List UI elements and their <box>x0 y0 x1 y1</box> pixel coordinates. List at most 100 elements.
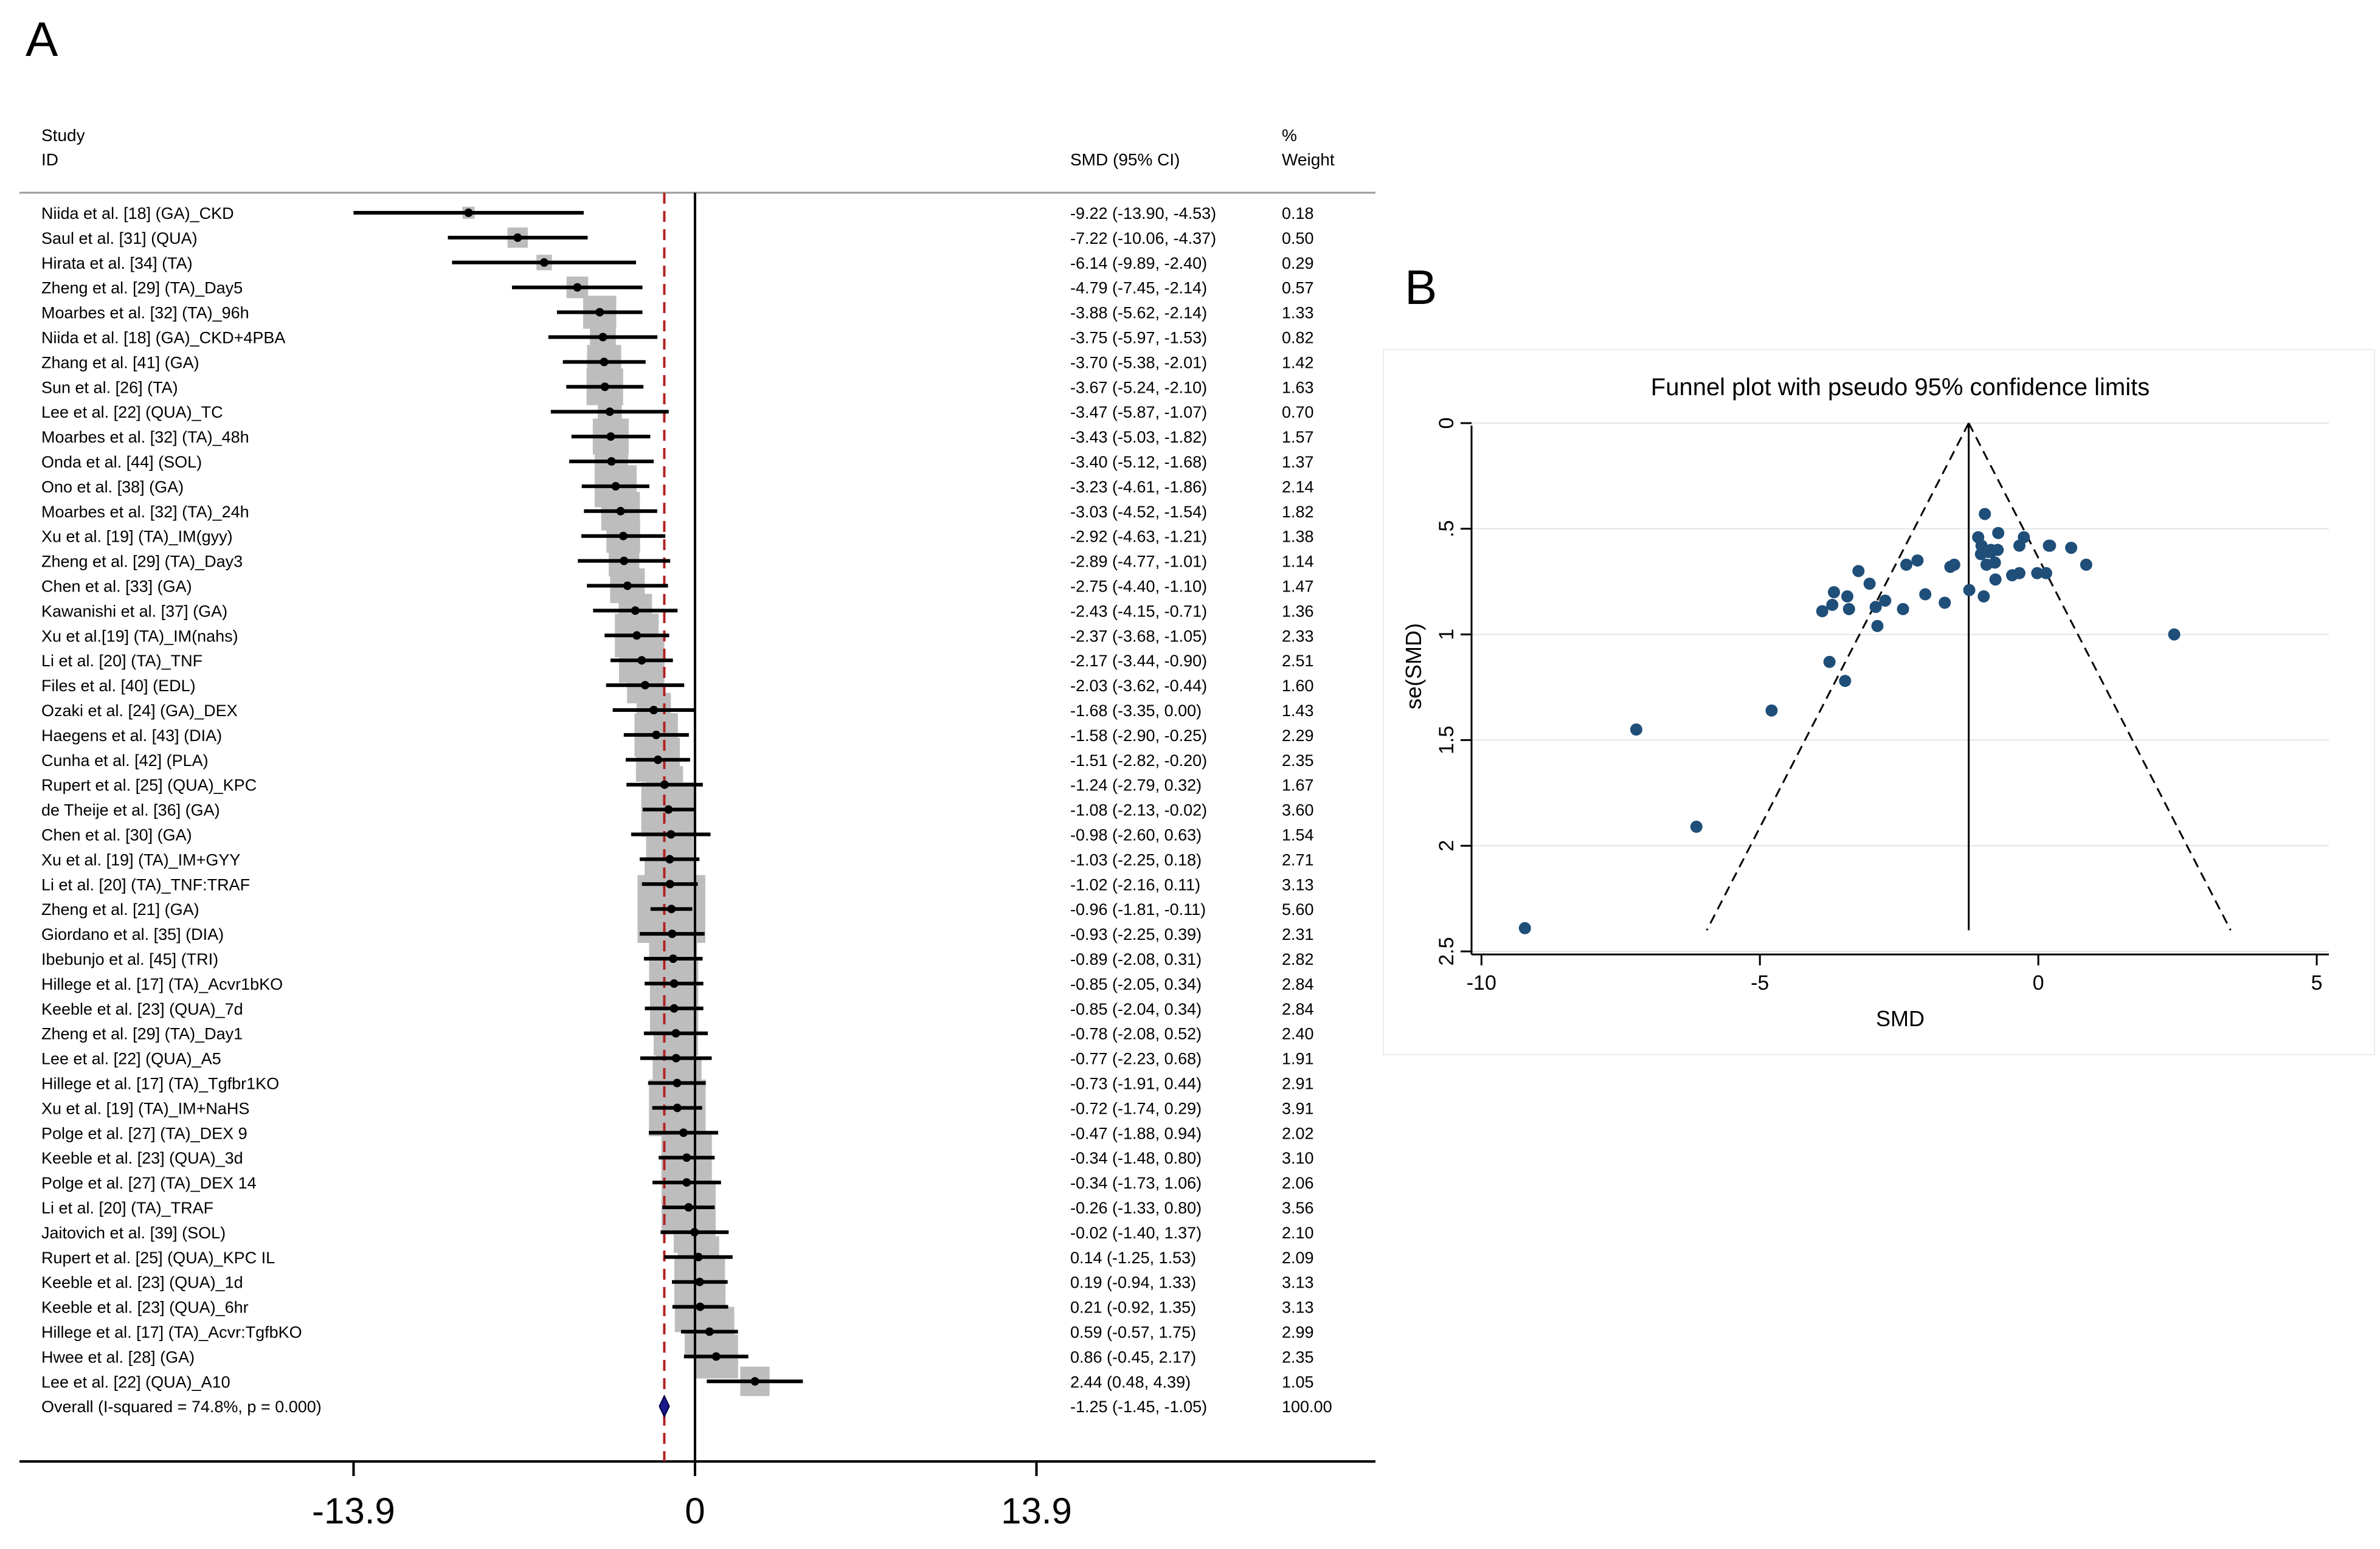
forest-study-label: Hwee et al. [28] (GA) <box>41 1348 195 1366</box>
forest-study-label: Lee et al. [22] (QUA)_A10 <box>41 1373 230 1391</box>
forest-study-label: Hirata et al. [34] (TA) <box>41 254 193 272</box>
forest-overall-label: Overall (I-squared = 74.8%, p = 0.000) <box>41 1398 322 1416</box>
funnel-lines <box>1706 423 2232 931</box>
forest-point-estimate <box>513 233 522 242</box>
forest-ci-value: 0.14 (-1.25, 1.53) <box>1070 1249 1196 1267</box>
funnel-x-tick-label: 5 <box>2311 971 2323 995</box>
forest-ci-value: -2.37 (-3.68, -1.05) <box>1070 627 1207 645</box>
forest-weight-value: 1.33 <box>1282 304 1314 322</box>
funnel-point <box>1979 508 1991 520</box>
forest-point-estimate <box>652 730 661 739</box>
forest-ci-value: 0.19 (-0.94, 1.33) <box>1070 1274 1196 1292</box>
forest-point-estimate <box>464 209 473 217</box>
funnel-y-tick-label: .5 <box>1435 520 1458 537</box>
forest-study-label: Giordano et al. [35] (DIA) <box>41 925 224 944</box>
forest-study-label: Rupert et al. [25] (QUA)_KPC <box>41 776 257 795</box>
forest-weight-value: 2.33 <box>1282 627 1314 645</box>
forest-weight-value: 3.13 <box>1282 875 1314 894</box>
forest-ci-value: 0.59 (-0.57, 1.75) <box>1070 1323 1196 1342</box>
forest-study-label: Rupert et al. [25] (QUA)_KPC IL <box>41 1249 275 1267</box>
funnel-point <box>2031 567 2044 579</box>
funnel-point <box>1630 723 1642 736</box>
forest-header-effect: SMD (95% CI) <box>1070 150 1180 169</box>
forest-study-label: Chen et al. [30] (GA) <box>41 826 192 844</box>
forest-marks: Niida et al. [18] (GA)_CKD -9.22 (-13.90,… <box>41 204 1332 1418</box>
forest-study-label: Niida et al. [18] (GA)_CKD+4PBA <box>41 329 285 347</box>
forest-weight-value: 1.67 <box>1282 776 1314 795</box>
forest-ci-value: -9.22 (-13.90, -4.53) <box>1070 204 1216 223</box>
forest-weight-value: 1.42 <box>1282 353 1314 371</box>
forest-study-label: Zheng et al. [29] (TA)_Day5 <box>41 279 243 297</box>
forest-weight-value: 1.37 <box>1282 453 1314 471</box>
forest-study-label: Polge et al. [27] (TA)_DEX 9 <box>41 1124 247 1142</box>
forest-study-label: Jaitovich et al. [39] (SOL) <box>41 1224 226 1242</box>
funnel-plot: Funnel plot with pseudo 95% confidence l… <box>1383 349 2375 1055</box>
funnel-point <box>2168 628 2181 641</box>
forest-ci-value: -3.67 (-5.24, -2.10) <box>1070 378 1207 396</box>
forest-weight-value: 3.56 <box>1282 1199 1314 1217</box>
forest-weight-value: 1.43 <box>1282 702 1314 720</box>
forest-study-label: Moarbes et al. [32] (TA)_96h <box>41 304 249 322</box>
funnel-title: Funnel plot with pseudo 95% confidence l… <box>1651 374 2150 401</box>
forest-weight-value: 2.06 <box>1282 1174 1314 1192</box>
forest-weight-value: 2.09 <box>1282 1249 1314 1267</box>
forest-study-label: Keeble et al. [23] (QUA)_6hr <box>41 1299 249 1317</box>
forest-study-label: Keeble et al. [23] (QUA)_1d <box>41 1274 243 1292</box>
forest-ci-value: -3.47 (-5.87, -1.07) <box>1070 403 1207 421</box>
forest-ci-value: -1.02 (-2.16, 0.11) <box>1070 875 1200 894</box>
forest-ci-value: 0.86 (-0.45, 2.17) <box>1070 1348 1196 1366</box>
funnel-point <box>1963 584 1976 596</box>
forest-weight-value: 2.35 <box>1282 1348 1314 1366</box>
forest-study-label: Ozaki et al. [24] (GA)_DEX <box>41 702 238 720</box>
forest-point-estimate <box>711 1352 721 1361</box>
forest-overall-weight: 100.00 <box>1282 1398 1332 1416</box>
forest-point-estimate <box>682 1178 691 1187</box>
forest-weight-value: 2.10 <box>1282 1224 1314 1242</box>
forest-weight-value: 0.57 <box>1282 279 1314 297</box>
forest-ci-value: -0.72 (-1.74, 0.29) <box>1070 1099 1202 1117</box>
funnel-right-limit <box>1968 423 2232 931</box>
forest-weight-value: 2.51 <box>1282 652 1314 670</box>
forest-ci-value: -6.14 (-9.89, -2.40) <box>1070 254 1207 272</box>
forest-point-estimate <box>666 830 676 839</box>
forest-study-label: Files et al. [40] (EDL) <box>41 677 196 695</box>
forest-weight-value: 2.40 <box>1282 1025 1314 1043</box>
funnel-point <box>1828 586 1841 599</box>
forest-study-label: Ono et al. [38] (GA) <box>41 478 184 496</box>
forest-point-estimate <box>600 382 609 392</box>
funnel-point <box>1765 704 1778 717</box>
funnel-point <box>1863 578 1876 590</box>
funnel-point <box>1919 588 1932 601</box>
funnel-y-label: se(SMD) <box>1401 623 1426 709</box>
forest-study-label: Hillege et al. [17] (TA)_Acvr:TgfbKO <box>41 1323 302 1342</box>
funnel-point <box>1826 598 1839 611</box>
forest-ci-value: -3.43 (-5.03, -1.82) <box>1070 428 1207 446</box>
forest-weight-value: 0.29 <box>1282 254 1314 272</box>
forest-ci-value: -0.85 (-2.05, 0.34) <box>1070 975 1202 993</box>
forest-point-estimate <box>694 1252 703 1261</box>
forest-study-label: de Theije et al. [36] (GA) <box>41 801 220 819</box>
funnel-point <box>2013 567 2025 579</box>
forest-point-estimate <box>595 308 604 317</box>
forest-point-estimate <box>684 1203 693 1212</box>
forest-weight-value: 3.13 <box>1282 1299 1314 1317</box>
forest-point-estimate <box>673 1103 682 1113</box>
funnel-point <box>1900 558 1913 571</box>
forest-study-label: Li et al. [20] (TA)_TRAF <box>41 1199 213 1217</box>
funnel-y-tick-label: 2.5 <box>1435 937 1458 965</box>
forest-point-estimate <box>673 1078 682 1088</box>
forest-study-label: Ibebunjo et al. [45] (TRI) <box>41 950 218 968</box>
forest-weight-value: 1.82 <box>1282 503 1314 521</box>
forest-point-estimate <box>623 581 632 590</box>
forest-study-label: Li et al. [20] (TA)_TNF <box>41 652 202 670</box>
forest-study-label: Xu et al. [19] (TA)_IM(gyy) <box>41 528 233 546</box>
forest-point-estimate <box>679 1128 688 1137</box>
forest-ci-value: -1.68 (-3.35, 0.00) <box>1070 702 1202 720</box>
forest-x-tick-label: 13.9 <box>1001 1491 1072 1531</box>
forest-overall-ci: -1.25 (-1.45, -1.05) <box>1070 1398 1207 1416</box>
forest-ci-value: -3.88 (-5.62, -2.14) <box>1070 304 1207 322</box>
forest-point-estimate <box>690 1227 699 1237</box>
funnel-x-tick-label: -5 <box>1751 971 1769 995</box>
forest-ci-value: -0.34 (-1.73, 1.06) <box>1070 1174 1202 1192</box>
funnel-point <box>2065 542 2078 554</box>
